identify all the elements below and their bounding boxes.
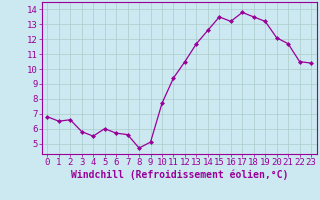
X-axis label: Windchill (Refroidissement éolien,°C): Windchill (Refroidissement éolien,°C) [70, 170, 288, 180]
